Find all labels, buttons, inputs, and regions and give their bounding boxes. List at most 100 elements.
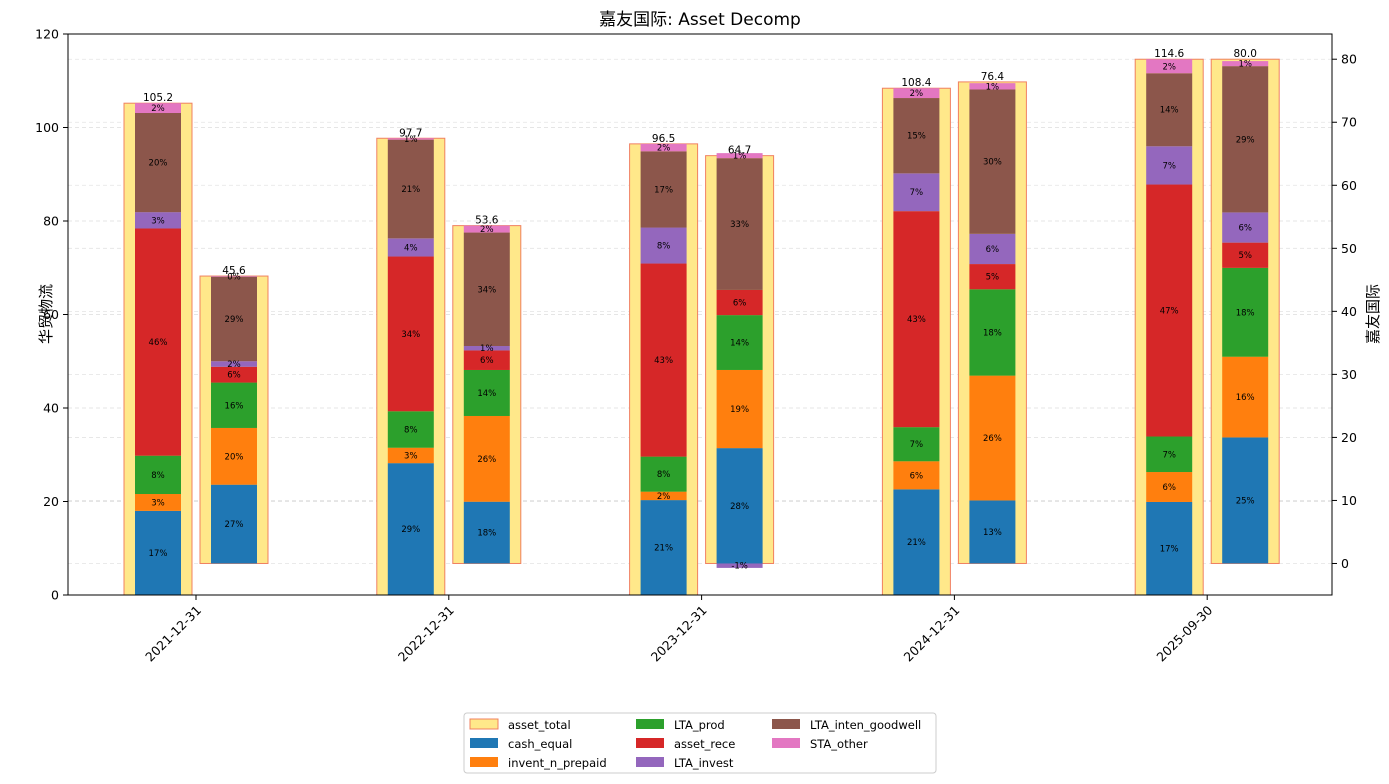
segment-label: 46% bbox=[149, 338, 168, 348]
segment-bar bbox=[211, 427, 257, 485]
segment-bar bbox=[135, 228, 181, 456]
segment-label: 6% bbox=[910, 471, 924, 481]
segment-label: 7% bbox=[910, 440, 924, 450]
segment-bar bbox=[135, 455, 181, 495]
segment-bar bbox=[463, 369, 510, 416]
segment-bar bbox=[387, 139, 434, 239]
segment-bar bbox=[969, 83, 1016, 90]
x-tick-label: 2021-12-31 bbox=[142, 603, 204, 665]
segment-bar bbox=[1146, 73, 1193, 147]
segment-bar bbox=[463, 346, 510, 351]
segment-bar bbox=[387, 447, 434, 464]
segment-bar bbox=[135, 510, 181, 595]
segment-bar bbox=[969, 289, 1016, 376]
right-tick-label: 60 bbox=[1341, 178, 1357, 193]
segment-label: 3% bbox=[151, 216, 165, 226]
segment-label: 43% bbox=[654, 356, 673, 366]
segment-bar bbox=[135, 212, 181, 229]
segment-label: 2% bbox=[151, 104, 165, 114]
legend-label: cash_equal bbox=[508, 737, 572, 751]
segment-label: 3% bbox=[404, 451, 418, 461]
legend-label: asset_rece bbox=[674, 737, 735, 751]
segment-label: 26% bbox=[983, 434, 1002, 444]
segment-bar bbox=[969, 233, 1016, 265]
segment-label: 6% bbox=[227, 371, 241, 381]
segment-label: 21% bbox=[654, 544, 673, 554]
segment-label: 2% bbox=[480, 225, 494, 235]
segment-bar bbox=[211, 276, 257, 362]
segment-bar bbox=[640, 151, 687, 228]
segment-label: 5% bbox=[1238, 251, 1252, 261]
segment-label: 8% bbox=[151, 471, 165, 481]
segment-bar bbox=[716, 563, 763, 568]
segment-label: 1% bbox=[1238, 60, 1252, 70]
legend-label: invent_n_prepaid bbox=[508, 756, 607, 770]
total-label: 108.4 bbox=[901, 77, 931, 89]
legend-swatch bbox=[772, 719, 800, 729]
legend-label: LTA_invest bbox=[674, 756, 734, 770]
right-tick-label: 80 bbox=[1341, 52, 1357, 67]
segment-bar bbox=[387, 411, 434, 448]
segment-bar bbox=[716, 289, 763, 316]
segment-label: 33% bbox=[730, 220, 749, 230]
segment-bar bbox=[893, 461, 940, 490]
segment-bar bbox=[969, 375, 1016, 501]
segment-bar bbox=[211, 366, 257, 383]
segment-label: -1% bbox=[731, 562, 748, 572]
segment-bar bbox=[1222, 242, 1269, 268]
segment-label: 1% bbox=[480, 344, 494, 354]
segment-label: 26% bbox=[477, 455, 496, 465]
segment-label: 21% bbox=[907, 538, 926, 548]
x-tick-label: 2022-12-31 bbox=[395, 603, 457, 665]
segment-bar bbox=[463, 350, 510, 370]
segment-bar bbox=[211, 361, 257, 367]
legend-label: LTA_inten_goodwell bbox=[810, 718, 921, 732]
segment-bar bbox=[1146, 472, 1193, 502]
segment-label: 18% bbox=[1236, 308, 1255, 318]
segment-bar bbox=[1222, 356, 1269, 438]
segment-label: 6% bbox=[480, 356, 494, 366]
total-label: 97.7 bbox=[399, 127, 422, 139]
segment-bar bbox=[893, 427, 940, 462]
total-label: 76.4 bbox=[981, 71, 1005, 83]
segment-label: 8% bbox=[657, 242, 671, 252]
segment-label: 19% bbox=[730, 405, 749, 415]
segment-label: 21% bbox=[401, 185, 420, 195]
legend-swatch bbox=[469, 718, 499, 730]
legend-swatch bbox=[772, 738, 800, 748]
segment-bar bbox=[1146, 146, 1193, 185]
segment-label: 30% bbox=[983, 158, 1002, 168]
segment-bar bbox=[463, 225, 510, 233]
total-label: 80.0 bbox=[1234, 48, 1257, 60]
segment-bar bbox=[1146, 59, 1193, 74]
segment-label: 6% bbox=[986, 245, 1000, 255]
left-axis-label: 华贸物流 bbox=[37, 284, 55, 344]
right-tick-label: 0 bbox=[1341, 556, 1349, 571]
segment-bar bbox=[640, 500, 687, 595]
segment-bar bbox=[1222, 61, 1269, 67]
segment-bar bbox=[135, 494, 181, 511]
segment-label: 17% bbox=[654, 185, 673, 195]
segment-bar bbox=[893, 173, 940, 212]
segment-bar bbox=[716, 315, 763, 370]
total-label: 53.6 bbox=[475, 215, 499, 227]
legend: asset_total cash_equal invent_n_prepaid LTA… bbox=[463, 712, 937, 774]
segment-bar bbox=[211, 382, 257, 428]
total-label: 114.6 bbox=[1154, 48, 1184, 60]
grid-lines bbox=[68, 58, 1332, 564]
segment-label: 2% bbox=[657, 144, 671, 154]
segment-label: 47% bbox=[1160, 307, 1179, 317]
segment-bar bbox=[969, 500, 1016, 564]
segment-label: 29% bbox=[401, 525, 420, 535]
segment-label: 25% bbox=[1236, 496, 1255, 506]
segment-bar bbox=[640, 263, 687, 457]
left-tick-label: 100 bbox=[35, 120, 59, 135]
segment-label: 1% bbox=[986, 82, 1000, 92]
segment-label: 4% bbox=[404, 243, 418, 253]
segment-label: 3% bbox=[151, 498, 165, 508]
segment-bar bbox=[463, 501, 510, 564]
segment-label: 1% bbox=[404, 135, 418, 145]
total-label: 96.5 bbox=[652, 133, 675, 145]
legend-label: asset_total bbox=[508, 718, 571, 732]
segment-label: 20% bbox=[225, 452, 244, 462]
